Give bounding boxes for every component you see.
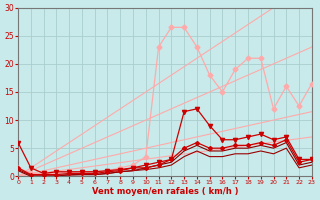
X-axis label: Vent moyen/en rafales ( km/h ): Vent moyen/en rafales ( km/h ) [92, 187, 238, 196]
